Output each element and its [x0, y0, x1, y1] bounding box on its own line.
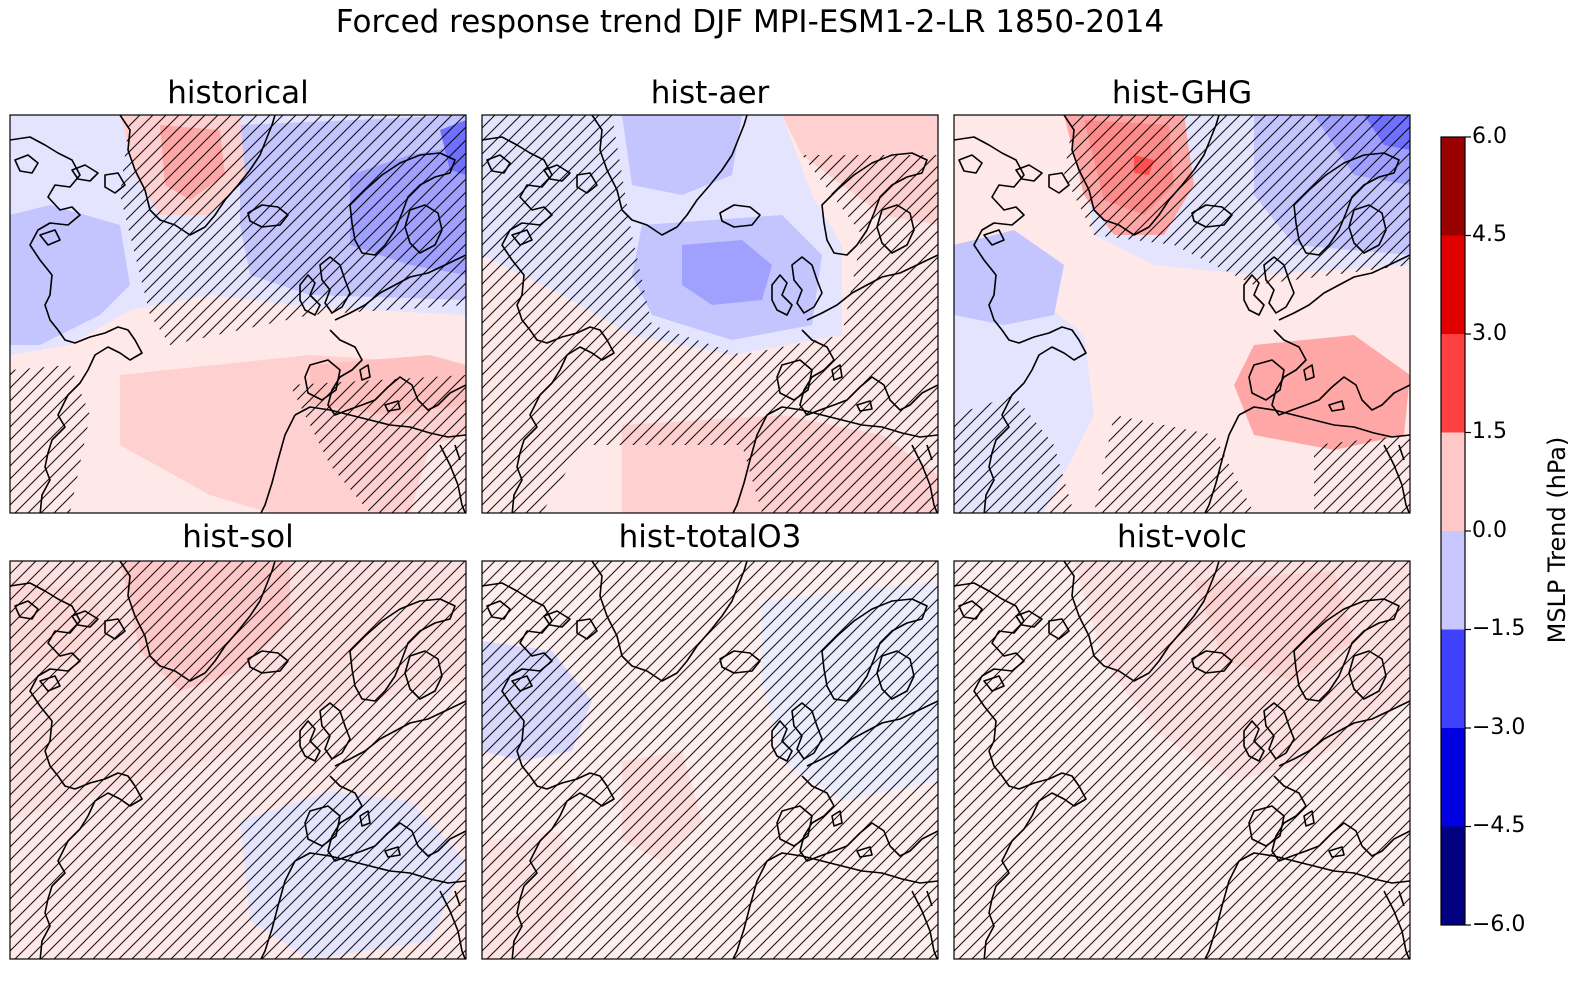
panel-title-hist-volc: hist-volc	[1117, 519, 1247, 555]
colorbar-tick: 4.5	[1472, 222, 1507, 247]
panel-title-historical: historical	[167, 75, 309, 111]
panel-title-hist-sol: hist-sol	[182, 519, 294, 555]
map-panel-hist-sol	[9, 560, 467, 960]
map-panel-hist-ghg	[953, 114, 1411, 514]
colorbar-tick: −4.5	[1472, 813, 1526, 838]
figure-title: Forced response trend DJF MPI-ESM1-2-LR …	[335, 4, 1165, 40]
colorbar-tick: −3.0	[1472, 715, 1526, 740]
panel-title-hist-aer: hist-aer	[650, 75, 770, 111]
colorbar-tick: 3.0	[1472, 321, 1507, 346]
colorbar-tick: −6.0	[1472, 912, 1526, 937]
colorbar-tick: 0.0	[1472, 518, 1507, 543]
colorbar	[1440, 136, 1471, 926]
colorbar-label: MSLP Trend (hPa)	[1543, 436, 1571, 644]
colorbar-tick: −1.5	[1472, 616, 1526, 641]
colorbar-tick: 6.0	[1472, 124, 1507, 149]
panel-title-hist-totalo3: hist-totalO3	[618, 519, 802, 555]
map-panel-hist-aer	[481, 114, 939, 514]
map-panel-hist-volc	[953, 560, 1411, 960]
map-panel-hist-totalo3	[481, 560, 939, 960]
panel-title-hist-ghg: hist-GHG	[1111, 75, 1253, 111]
colorbar-tick: 1.5	[1472, 419, 1507, 444]
map-panel-historical	[9, 114, 467, 514]
